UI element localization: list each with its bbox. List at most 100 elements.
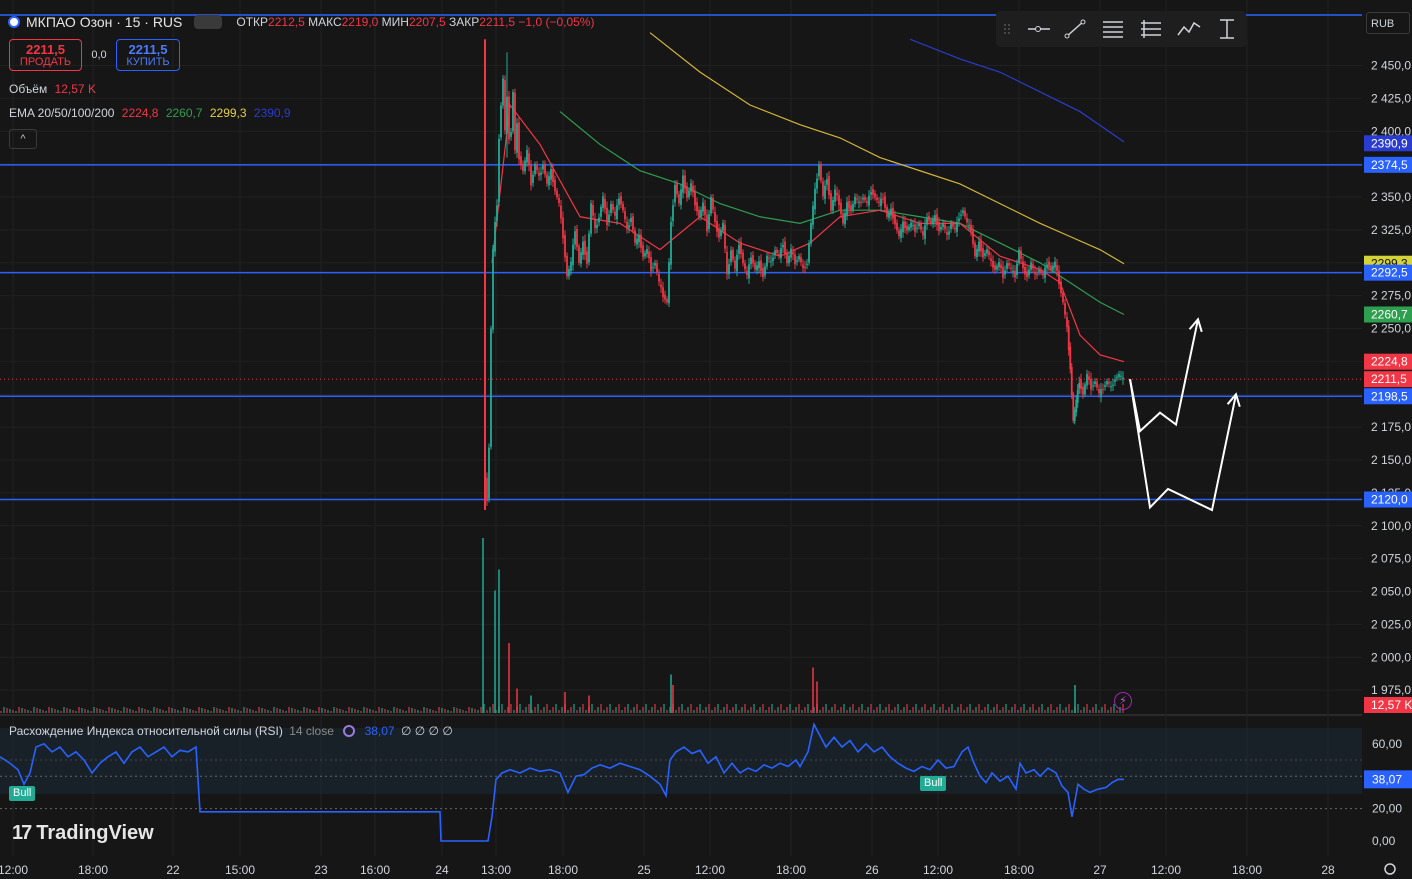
volume-bar (807, 704, 809, 713)
volume-bar (633, 707, 635, 713)
volume-bar (309, 709, 311, 713)
volume-bar (624, 707, 626, 713)
volume-bar (990, 710, 992, 713)
volume-bar (522, 710, 524, 713)
volume-bar (192, 710, 194, 713)
horizontal-ray-icon[interactable] (1026, 17, 1052, 41)
candle-body (1088, 376, 1090, 380)
x-tick-label: 15:00 (225, 863, 255, 877)
volume-bar (702, 710, 704, 713)
volume-bar (177, 710, 179, 713)
buy-button[interactable]: 2211,5 КУПИТЬ (116, 39, 180, 71)
drag-handle-icon[interactable] (1002, 17, 1012, 41)
candle-body (834, 189, 836, 202)
symbol-title[interactable]: МКПАО Озон · 15 · RUS (26, 14, 183, 30)
trend-line-icon[interactable] (1062, 17, 1088, 41)
volume-bar (30, 711, 32, 713)
volume-bar (1101, 707, 1103, 713)
settings-icon[interactable] (1384, 863, 1396, 875)
volume-bar (471, 708, 473, 713)
price-badge-label: 2120,0 (1371, 493, 1408, 507)
candle-body (898, 230, 900, 237)
currency-selector[interactable]: RUB (1366, 12, 1410, 34)
volume-bar (339, 709, 341, 713)
candle-body (618, 198, 620, 206)
volume-bar (411, 708, 413, 713)
volume-bar (1020, 707, 1022, 713)
volume-bar (162, 710, 164, 713)
volume-bar (348, 707, 350, 713)
volume-bar (927, 710, 929, 713)
tradingview-logo[interactable]: 17 TradingView (12, 822, 154, 844)
candle-body (1014, 270, 1016, 278)
lightning-icon[interactable]: ⚡ (1114, 692, 1132, 710)
volume-bar (390, 711, 392, 713)
volume-bar (75, 711, 77, 713)
volume-bar (717, 704, 719, 713)
candle-body (650, 257, 652, 272)
sell-button[interactable]: 2211,5 ПРОДАТЬ (9, 39, 82, 71)
candle-body (890, 208, 892, 216)
volume-bar (345, 711, 347, 713)
candle-body (870, 192, 872, 195)
volume-bar (375, 711, 377, 713)
volume-bar (630, 710, 632, 713)
candle-body (1038, 270, 1040, 272)
y-tick-label: 2 050,0 (1371, 585, 1411, 599)
candle-body (658, 274, 660, 282)
volume-bar (1104, 704, 1106, 713)
volume-bar (327, 710, 329, 713)
volume-bar (387, 710, 389, 713)
candle-body (884, 196, 886, 208)
y-tick-label: 2 150,0 (1371, 453, 1411, 467)
candle-body (1006, 263, 1008, 269)
volume-bar (726, 704, 728, 713)
volume-bar (801, 710, 803, 713)
pattern-icon[interactable] (1176, 17, 1202, 41)
volume-bar (519, 704, 521, 713)
candle-body (952, 223, 954, 227)
collapse-legend-button[interactable]: ^ (9, 129, 37, 149)
candle-body (716, 220, 718, 232)
candle-body (1020, 250, 1022, 259)
candles (484, 39, 1124, 511)
candle-body (538, 172, 540, 176)
candle-body (1120, 375, 1122, 377)
candle-body (798, 256, 800, 260)
drawing-toolbar (996, 11, 1246, 47)
volume-bar (147, 710, 149, 713)
measure-icon[interactable] (1214, 17, 1240, 41)
candle-body (548, 176, 550, 186)
volume-bar (444, 709, 446, 713)
pitchfork-icon[interactable] (1138, 17, 1164, 41)
volume-bar (453, 707, 455, 713)
volume-bar (513, 710, 515, 713)
volume-bar (87, 710, 89, 713)
rsi-legend[interactable]: Расхождение Индекса относительной силы (… (9, 724, 453, 738)
indicator-toggle[interactable] (194, 15, 223, 29)
volume-bar (494, 590, 496, 713)
price-badge-label: 2390,9 (1371, 136, 1408, 150)
candle-body (592, 205, 594, 216)
volume-bar (243, 707, 245, 713)
candle-body (940, 226, 942, 230)
candle-body (778, 253, 780, 256)
candle-body (586, 251, 588, 264)
volume-bar (615, 707, 617, 713)
rsi-settings-icon[interactable] (343, 725, 356, 737)
volume-legend[interactable]: Объём 12,57 K (9, 82, 96, 96)
candle-body (850, 205, 852, 212)
candle-body (562, 217, 564, 239)
candle-body (1118, 374, 1120, 378)
ema-legend[interactable]: EMA 20/50/100/200 2224,8 2260,7 2299,3 2… (9, 106, 291, 120)
candle-body (984, 253, 986, 256)
volume-bar (36, 708, 38, 713)
candle-body (486, 477, 488, 501)
candle-body (1052, 265, 1054, 270)
candle-body (672, 205, 674, 221)
candle-body (728, 264, 730, 275)
bull-marker: Bull (920, 776, 947, 791)
fib-retracement-icon[interactable] (1100, 17, 1126, 41)
volume-bar (198, 707, 200, 713)
